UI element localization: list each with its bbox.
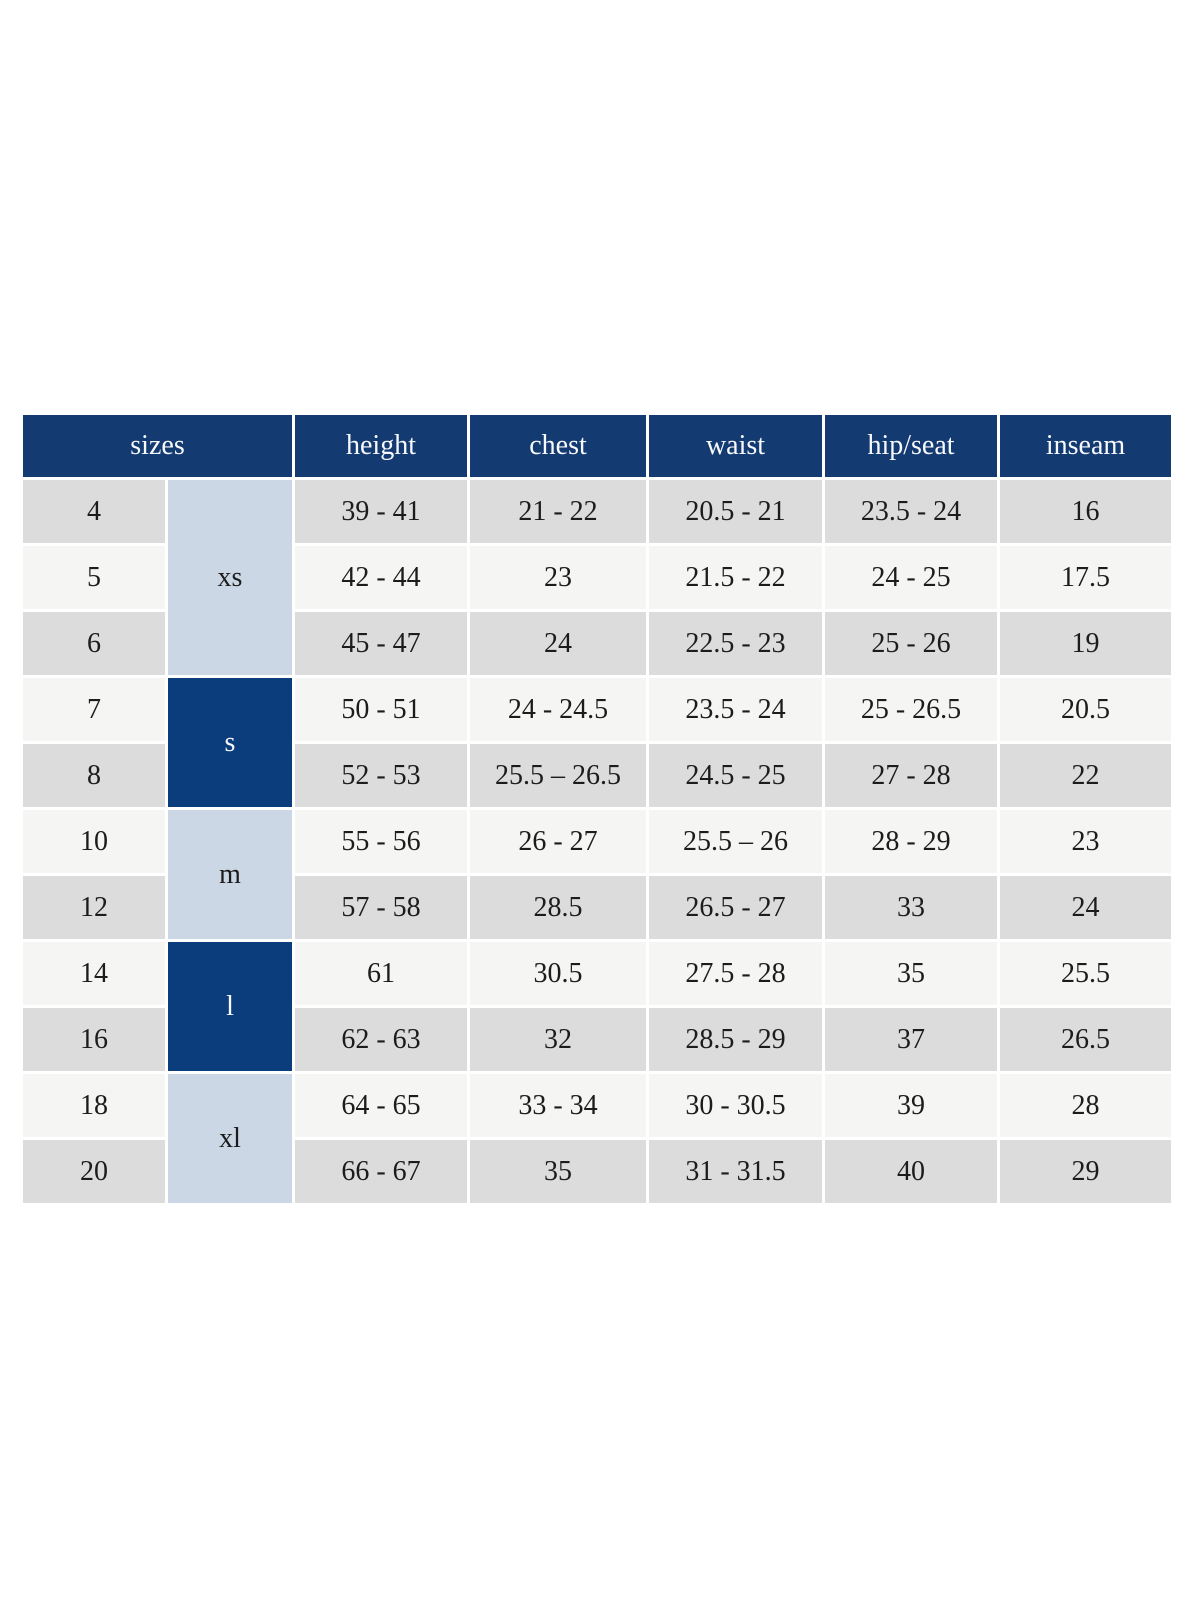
chest-cell: 28.5 (470, 876, 646, 939)
size-cell: 20 (23, 1140, 165, 1203)
group-cell-xl: xl (168, 1074, 292, 1203)
table-body: 4 xs 39 - 41 21 - 22 20.5 - 21 23.5 - 24… (23, 480, 1171, 1203)
header-row: sizes height chest waist hip/seat inseam (23, 415, 1171, 477)
waist-cell: 30 - 30.5 (649, 1074, 822, 1137)
hip-seat-cell: 40 (825, 1140, 997, 1203)
hip-seat-cell: 24 - 25 (825, 546, 997, 609)
size-cell: 8 (23, 744, 165, 807)
inseam-cell: 29 (1000, 1140, 1171, 1203)
chest-cell: 25.5 – 26.5 (470, 744, 646, 807)
table-row-size-14: 14 l 61 30.5 27.5 - 28 35 25.5 (23, 942, 1171, 1071)
chest-cell: 24 - 24.5 (470, 678, 646, 741)
height-cell: 39 - 41 (295, 480, 467, 543)
inseam-cell: 22 (1000, 744, 1171, 807)
hip-seat-cell: 25 - 26 (825, 612, 997, 675)
hip-seat-cell: 27 - 28 (825, 744, 997, 807)
chest-cell: 33 - 34 (470, 1074, 646, 1137)
waist-cell: 24.5 - 25 (649, 744, 822, 807)
waist-cell: 21.5 - 22 (649, 546, 822, 609)
size-chart: sizes height chest waist hip/seat inseam… (20, 412, 1174, 1206)
table-row-size-12: 12 57 - 58 28.5 26.5 - 27 33 24 (23, 876, 1171, 939)
size-cell: 10 (23, 810, 165, 873)
table-header: sizes height chest waist hip/seat inseam (23, 415, 1171, 477)
height-cell: 61 (295, 942, 467, 1005)
inseam-cell: 16 (1000, 480, 1171, 543)
size-cell: 6 (23, 612, 165, 675)
header-cell-sizes: sizes (23, 415, 292, 477)
chest-cell: 26 - 27 (470, 810, 646, 873)
chest-cell: 23 (470, 546, 646, 609)
inseam-cell: 19 (1000, 612, 1171, 675)
table-row-size-8: 8 52 - 53 25.5 – 26.5 24.5 - 25 27 - 28 … (23, 744, 1171, 807)
waist-cell: 31 - 31.5 (649, 1140, 822, 1203)
chest-cell: 35 (470, 1140, 646, 1203)
waist-cell: 26.5 - 27 (649, 876, 822, 939)
header-cell-hip-seat: hip/seat (825, 415, 997, 477)
inseam-cell: 25.5 (1000, 942, 1171, 1005)
header-cell-inseam: inseam (1000, 415, 1171, 477)
table-row-size-20: 20 66 - 67 35 31 - 31.5 40 29 (23, 1140, 1171, 1203)
waist-cell: 23.5 - 24 (649, 678, 822, 741)
inseam-cell: 20.5 (1000, 678, 1171, 741)
size-cell: 12 (23, 876, 165, 939)
height-cell: 64 - 65 (295, 1074, 467, 1137)
group-cell-xs: xs (168, 480, 292, 675)
hip-seat-cell: 35 (825, 942, 997, 1005)
group-cell-m: m (168, 810, 292, 939)
table-row-size-5: 5 42 - 44 23 21.5 - 22 24 - 25 17.5 (23, 546, 1171, 609)
table-row-size-7: 7 s 50 - 51 24 - 24.5 23.5 - 24 25 - 26.… (23, 678, 1171, 807)
inseam-cell: 24 (1000, 876, 1171, 939)
table-row-size-6: 6 45 - 47 24 22.5 - 23 25 - 26 19 (23, 612, 1171, 675)
height-cell: 57 - 58 (295, 876, 467, 939)
size-chart-table: sizes height chest waist hip/seat inseam… (20, 412, 1174, 1206)
size-cell: 14 (23, 942, 165, 1005)
inseam-cell: 17.5 (1000, 546, 1171, 609)
waist-cell: 27.5 - 28 (649, 942, 822, 1005)
height-cell: 62 - 63 (295, 1008, 467, 1071)
size-cell: 18 (23, 1074, 165, 1137)
table-row-size-16: 16 62 - 63 32 28.5 - 29 37 26.5 (23, 1008, 1171, 1071)
height-cell: 66 - 67 (295, 1140, 467, 1203)
inseam-cell: 26.5 (1000, 1008, 1171, 1071)
inseam-cell: 23 (1000, 810, 1171, 873)
group-cell-l: l (168, 942, 292, 1071)
header-cell-height: height (295, 415, 467, 477)
chest-cell: 30.5 (470, 942, 646, 1005)
size-cell: 5 (23, 546, 165, 609)
table-row-size-4: 4 xs 39 - 41 21 - 22 20.5 - 21 23.5 - 24… (23, 480, 1171, 675)
height-cell: 50 - 51 (295, 678, 467, 741)
waist-cell: 25.5 – 26 (649, 810, 822, 873)
hip-seat-cell: 39 (825, 1074, 997, 1137)
hip-seat-cell: 37 (825, 1008, 997, 1071)
chest-cell: 24 (470, 612, 646, 675)
size-cell: 16 (23, 1008, 165, 1071)
waist-cell: 28.5 - 29 (649, 1008, 822, 1071)
height-cell: 42 - 44 (295, 546, 467, 609)
chest-cell: 21 - 22 (470, 480, 646, 543)
header-cell-chest: chest (470, 415, 646, 477)
inseam-cell: 28 (1000, 1074, 1171, 1137)
size-cell: 4 (23, 480, 165, 543)
waist-cell: 20.5 - 21 (649, 480, 822, 543)
size-cell: 7 (23, 678, 165, 741)
hip-seat-cell: 28 - 29 (825, 810, 997, 873)
height-cell: 52 - 53 (295, 744, 467, 807)
waist-cell: 22.5 - 23 (649, 612, 822, 675)
table-row-size-10: 10 m 55 - 56 26 - 27 25.5 – 26 28 - 29 2… (23, 810, 1171, 939)
table-row-size-18: 18 xl 64 - 65 33 - 34 30 - 30.5 39 28 (23, 1074, 1171, 1203)
group-cell-s: s (168, 678, 292, 807)
height-cell: 45 - 47 (295, 612, 467, 675)
header-cell-waist: waist (649, 415, 822, 477)
height-cell: 55 - 56 (295, 810, 467, 873)
hip-seat-cell: 33 (825, 876, 997, 939)
hip-seat-cell: 23.5 - 24 (825, 480, 997, 543)
hip-seat-cell: 25 - 26.5 (825, 678, 997, 741)
chest-cell: 32 (470, 1008, 646, 1071)
